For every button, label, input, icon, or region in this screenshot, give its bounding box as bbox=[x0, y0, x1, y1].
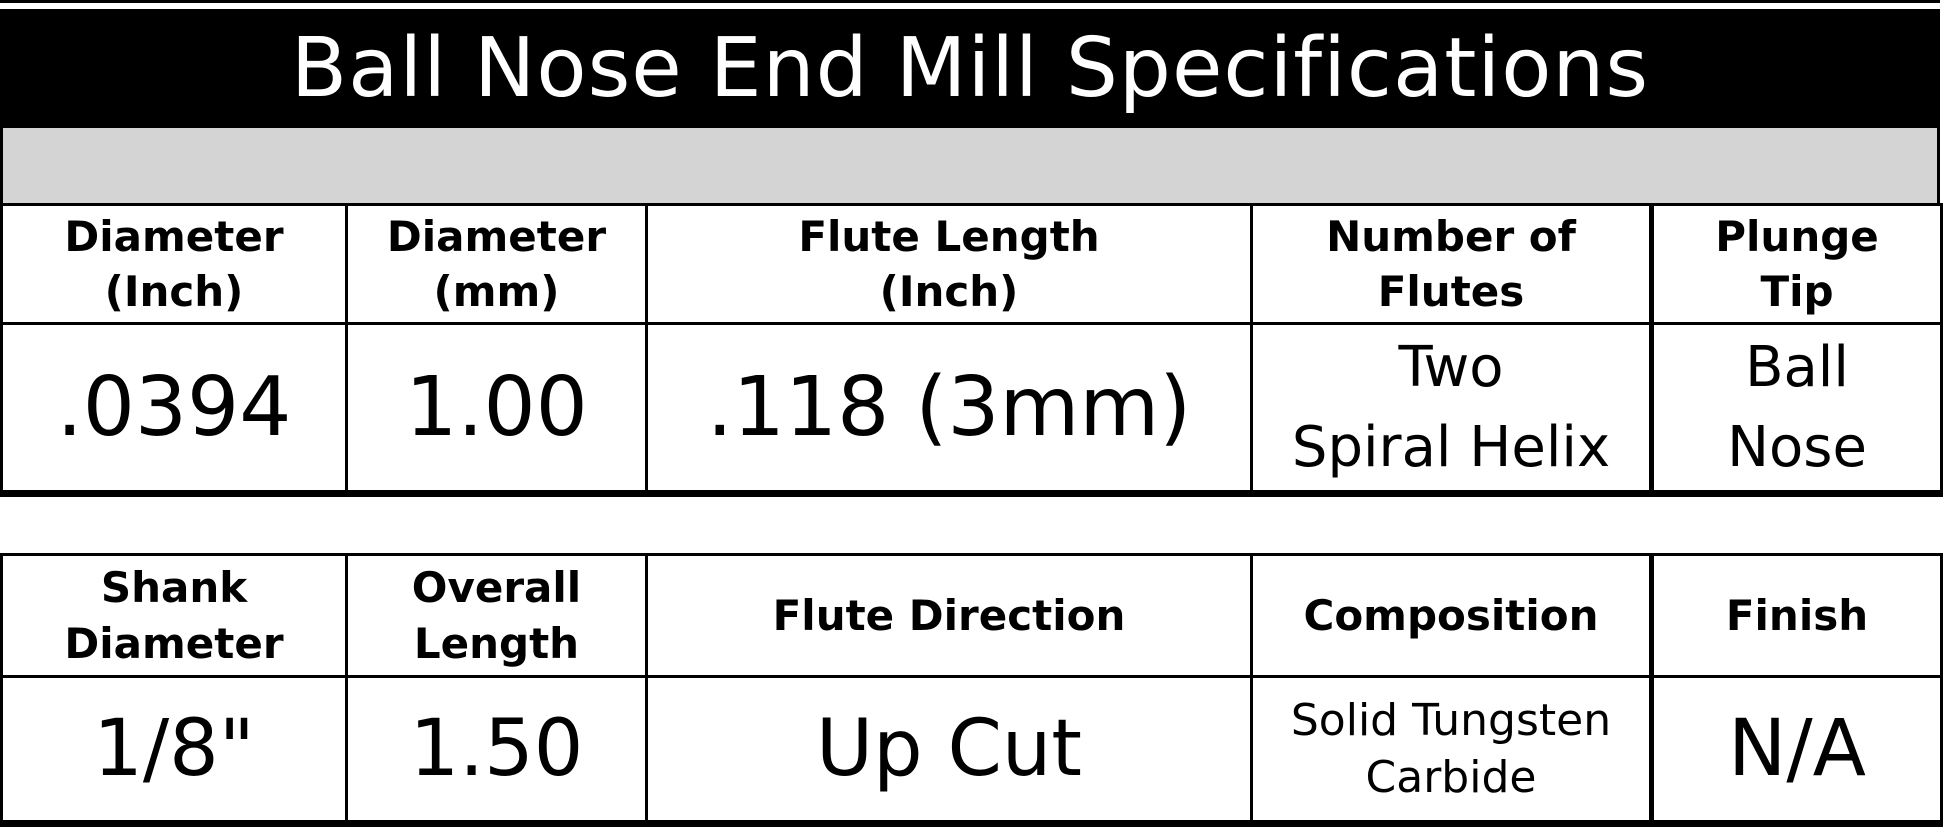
header-number-of-flutes: Number of Flutes bbox=[1250, 203, 1653, 325]
lower-header-row: Shank Diameter Overall Length Flute Dire… bbox=[0, 553, 1943, 678]
page-title: Ball Nose End Mill Specifications bbox=[290, 21, 1650, 116]
header-overall-length: Overall Length bbox=[345, 553, 648, 678]
tables-gap bbox=[0, 497, 1940, 553]
value-shank-diameter: 1/8" bbox=[0, 675, 348, 827]
value-diameter-mm: 1.00 bbox=[345, 322, 648, 497]
header-composition: Composition bbox=[1250, 553, 1653, 678]
upper-header-row: Diameter (Inch) Diameter (mm) Flute Leng… bbox=[0, 203, 1943, 325]
value-finish: N/A bbox=[1649, 675, 1943, 827]
upper-value-row: .0394 1.00 .118 (3mm) Two Spiral Helix B… bbox=[0, 322, 1943, 497]
value-plunge-tip: Ball Nose bbox=[1649, 322, 1943, 497]
subtitle-band bbox=[0, 128, 1940, 203]
top-white-gap bbox=[0, 3, 1940, 9]
value-composition: Solid Tungsten Carbide bbox=[1250, 675, 1653, 827]
lower-value-row: 1/8" 1.50 Up Cut Solid Tungsten Carbide … bbox=[0, 675, 1943, 827]
header-diameter-mm: Diameter (mm) bbox=[345, 203, 648, 325]
header-flute-length: Flute Length (Inch) bbox=[645, 203, 1253, 325]
header-diameter-inch: Diameter (Inch) bbox=[0, 203, 348, 325]
lower-spec-table: Shank Diameter Overall Length Flute Dire… bbox=[0, 553, 1943, 827]
top-border-line bbox=[0, 0, 1940, 3]
value-overall-length: 1.50 bbox=[345, 675, 648, 827]
header-plunge-tip: Plunge Tip bbox=[1649, 203, 1943, 325]
title-bar: Ball Nose End Mill Specifications bbox=[0, 9, 1940, 128]
header-finish: Finish bbox=[1649, 553, 1943, 678]
value-flute-length: .118 (3mm) bbox=[645, 322, 1253, 497]
value-number-of-flutes: Two Spiral Helix bbox=[1250, 322, 1653, 497]
value-flute-direction: Up Cut bbox=[645, 675, 1253, 827]
value-diameter-inch: .0394 bbox=[0, 322, 348, 497]
header-shank-diameter: Shank Diameter bbox=[0, 553, 348, 678]
upper-spec-table: Diameter (Inch) Diameter (mm) Flute Leng… bbox=[0, 203, 1943, 497]
header-flute-direction: Flute Direction bbox=[645, 553, 1253, 678]
